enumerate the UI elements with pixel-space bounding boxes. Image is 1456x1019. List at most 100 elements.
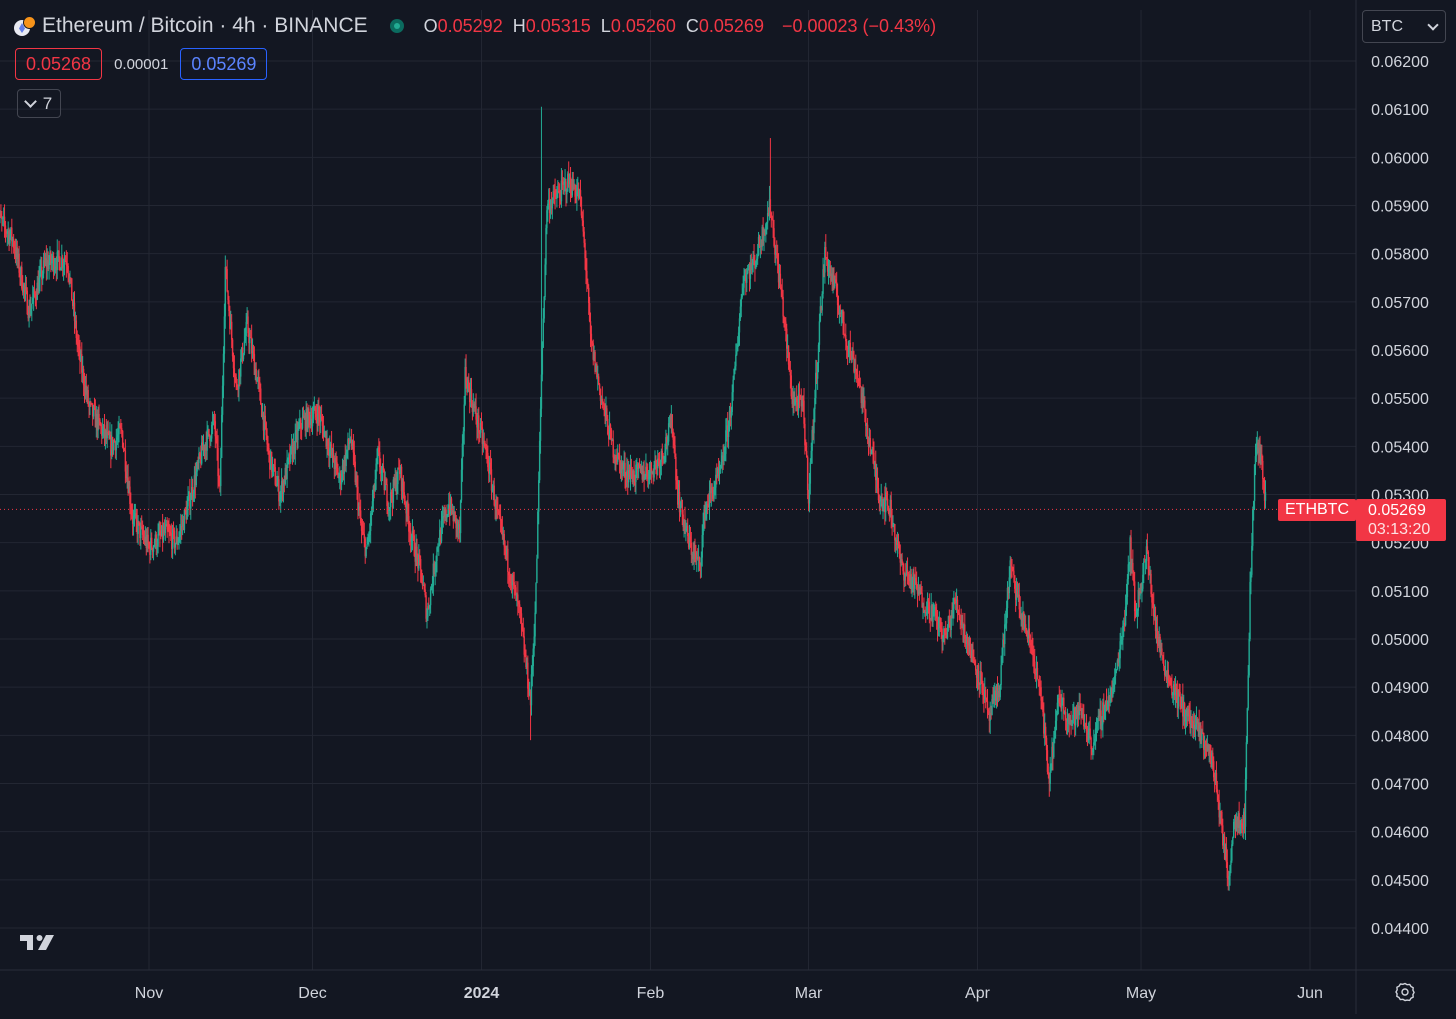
- candle-body: [794, 400, 796, 405]
- sell-button[interactable]: 0.05268: [15, 48, 103, 80]
- candle-body: [1226, 862, 1229, 879]
- candle-body: [504, 546, 506, 548]
- candle-body: [46, 260, 48, 268]
- candle-body: [852, 350, 854, 358]
- candle-body: [962, 622, 964, 630]
- candle-body: [796, 402, 799, 411]
- candle-body: [1101, 724, 1103, 726]
- tradingview-logo-icon[interactable]: [20, 932, 62, 952]
- market-open-dot-icon[interactable]: [389, 19, 404, 33]
- candle-body: [1109, 692, 1111, 703]
- candle-body: [333, 462, 336, 470]
- candle-body: [1181, 696, 1183, 708]
- candle-body: [343, 456, 346, 474]
- candle-body: [146, 534, 148, 548]
- candle-body: [83, 385, 86, 393]
- candle-body: [681, 499, 683, 515]
- candle-body: [167, 529, 169, 532]
- candle-body: [439, 529, 442, 542]
- candle-body: [547, 203, 549, 211]
- candle-body: [978, 683, 981, 685]
- gear-icon[interactable]: [1395, 982, 1415, 1002]
- candle-body: [101, 429, 104, 436]
- candle-body: [198, 453, 200, 463]
- candle-body: [91, 403, 94, 417]
- candle-body: [1198, 722, 1200, 738]
- candle-body: [1123, 622, 1126, 626]
- candle-body: [1231, 844, 1233, 861]
- candle-body: [1045, 737, 1048, 751]
- candle-body: [245, 322, 247, 337]
- candle-body: [279, 499, 281, 502]
- candle-body: [870, 453, 872, 455]
- candle-body: [1112, 688, 1114, 697]
- candle-body: [511, 575, 514, 586]
- candle-body: [261, 412, 264, 417]
- candle-body: [1091, 749, 1093, 753]
- candle-body: [371, 501, 374, 514]
- candle-body: [717, 468, 720, 473]
- candle-body: [77, 342, 79, 347]
- candle-body: [627, 470, 630, 483]
- candle-body: [671, 414, 673, 432]
- candle-body: [885, 492, 888, 499]
- candle-body: [841, 309, 843, 313]
- candle-body: [600, 398, 603, 401]
- candle-body: [367, 542, 369, 545]
- candle-body: [953, 598, 955, 609]
- candle-body: [659, 462, 662, 469]
- candle-body: [460, 469, 463, 501]
- candle-body: [980, 670, 982, 674]
- candle-body: [882, 503, 884, 509]
- candle-body: [27, 314, 29, 319]
- candle-body: [271, 465, 274, 472]
- candle-body: [752, 256, 754, 265]
- candle-body: [1232, 821, 1235, 838]
- candle-body: [969, 637, 971, 657]
- candle-body: [1134, 611, 1137, 617]
- candle-body: [1104, 701, 1107, 709]
- candle-body: [896, 544, 899, 546]
- candle-body: [731, 392, 733, 412]
- candle-body: [337, 468, 339, 478]
- candle-body: [1037, 679, 1040, 682]
- candle-body: [803, 400, 805, 424]
- candle-body: [958, 612, 961, 621]
- candle-body: [264, 415, 266, 423]
- candle-body: [670, 414, 673, 428]
- buy-button[interactable]: 0.05269: [180, 48, 268, 80]
- candle-body: [447, 514, 449, 516]
- symbol-header: Ethereum / Bitcoin · 4h · BINANCE O0.052…: [14, 12, 936, 40]
- candle-body: [1260, 453, 1262, 461]
- candle-body: [607, 418, 609, 435]
- candle-body: [524, 654, 526, 656]
- candle-body: [1144, 561, 1147, 563]
- candle-body: [1188, 708, 1190, 715]
- candle-body: [513, 582, 515, 586]
- indicators-toggle-button[interactable]: 7: [17, 89, 61, 118]
- candle-body: [617, 452, 620, 456]
- candle-body: [924, 612, 926, 614]
- candle-body: [1123, 622, 1125, 626]
- candle-body: [1003, 639, 1005, 645]
- candle-body: [1009, 560, 1011, 578]
- candle-body: [1027, 628, 1030, 640]
- y-tick-label: 0.06200: [1371, 54, 1429, 71]
- candle-body: [1135, 615, 1138, 617]
- candle-body: [180, 525, 182, 532]
- candle-body: [823, 269, 825, 273]
- candle-body: [1167, 669, 1169, 681]
- candle-body: [405, 505, 407, 514]
- candle-body: [1253, 464, 1256, 501]
- candle-body: [453, 511, 455, 522]
- candle-body: [994, 690, 997, 701]
- candle-body: [383, 470, 385, 491]
- candle-body: [844, 334, 846, 336]
- candle-body: [922, 606, 924, 608]
- candle-body: [621, 462, 624, 470]
- candle-body: [949, 621, 951, 631]
- currency-select[interactable]: BTC: [1362, 10, 1446, 43]
- symbol-title[interactable]: Ethereum / Bitcoin · 4h · BINANCE: [42, 14, 368, 37]
